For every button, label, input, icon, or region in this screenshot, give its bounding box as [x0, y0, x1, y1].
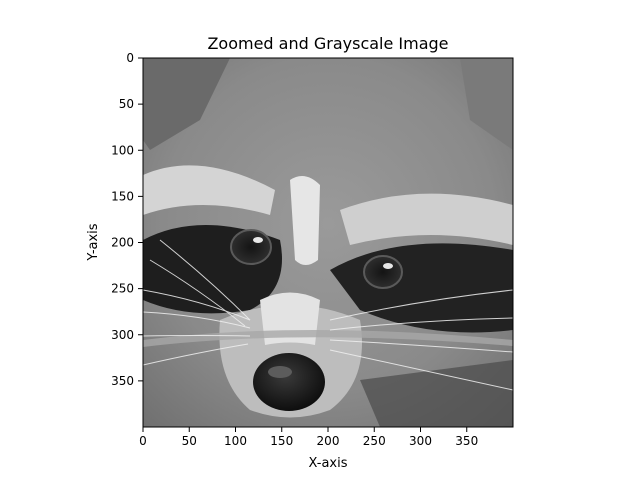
- y-tick-label: 200: [111, 236, 134, 250]
- nose-highlight: [268, 366, 292, 378]
- whiskers: [143, 239, 513, 391]
- y-axis-ticks: 0 50 100 150 200 250 300 350: [111, 51, 143, 388]
- x-tick-label: 0: [139, 434, 147, 448]
- y-tick-label: 0: [126, 51, 134, 65]
- x-axis-ticks: 0 50 100 150 200 250 300 350: [139, 427, 478, 448]
- x-tick-label: 350: [455, 434, 478, 448]
- fur-left-ear: [143, 58, 230, 150]
- right-eye: [363, 255, 403, 289]
- light-brow-left: [143, 165, 275, 215]
- left-eye: [230, 229, 272, 265]
- x-tick-label: 100: [224, 434, 247, 448]
- forehead-stripe: [290, 176, 320, 265]
- nose: [253, 353, 325, 411]
- x-tick-label: 300: [409, 434, 432, 448]
- x-tick-label: 50: [182, 434, 197, 448]
- y-tick-label: 350: [111, 374, 134, 388]
- lower-right-shadow: [360, 360, 513, 427]
- x-tick-label: 200: [317, 434, 340, 448]
- chart-title: Zoomed and Grayscale Image: [207, 34, 448, 53]
- left-eye-glint: [253, 237, 263, 243]
- right-eye-glint: [383, 263, 393, 269]
- y-axis-label: Y-axis: [86, 223, 101, 261]
- x-tick-label: 250: [363, 434, 386, 448]
- y-tick-label: 150: [111, 189, 134, 203]
- fur-right-ear: [460, 58, 513, 150]
- grass-blade: [143, 330, 513, 347]
- y-tick-label: 300: [111, 328, 134, 342]
- x-tick-label: 150: [270, 434, 293, 448]
- x-axis-label: X-axis: [309, 456, 348, 471]
- image-area: [143, 58, 513, 427]
- y-tick-label: 250: [111, 282, 134, 296]
- y-tick-label: 100: [111, 143, 134, 157]
- light-brow-right: [340, 193, 513, 245]
- y-tick-label: 50: [119, 97, 134, 111]
